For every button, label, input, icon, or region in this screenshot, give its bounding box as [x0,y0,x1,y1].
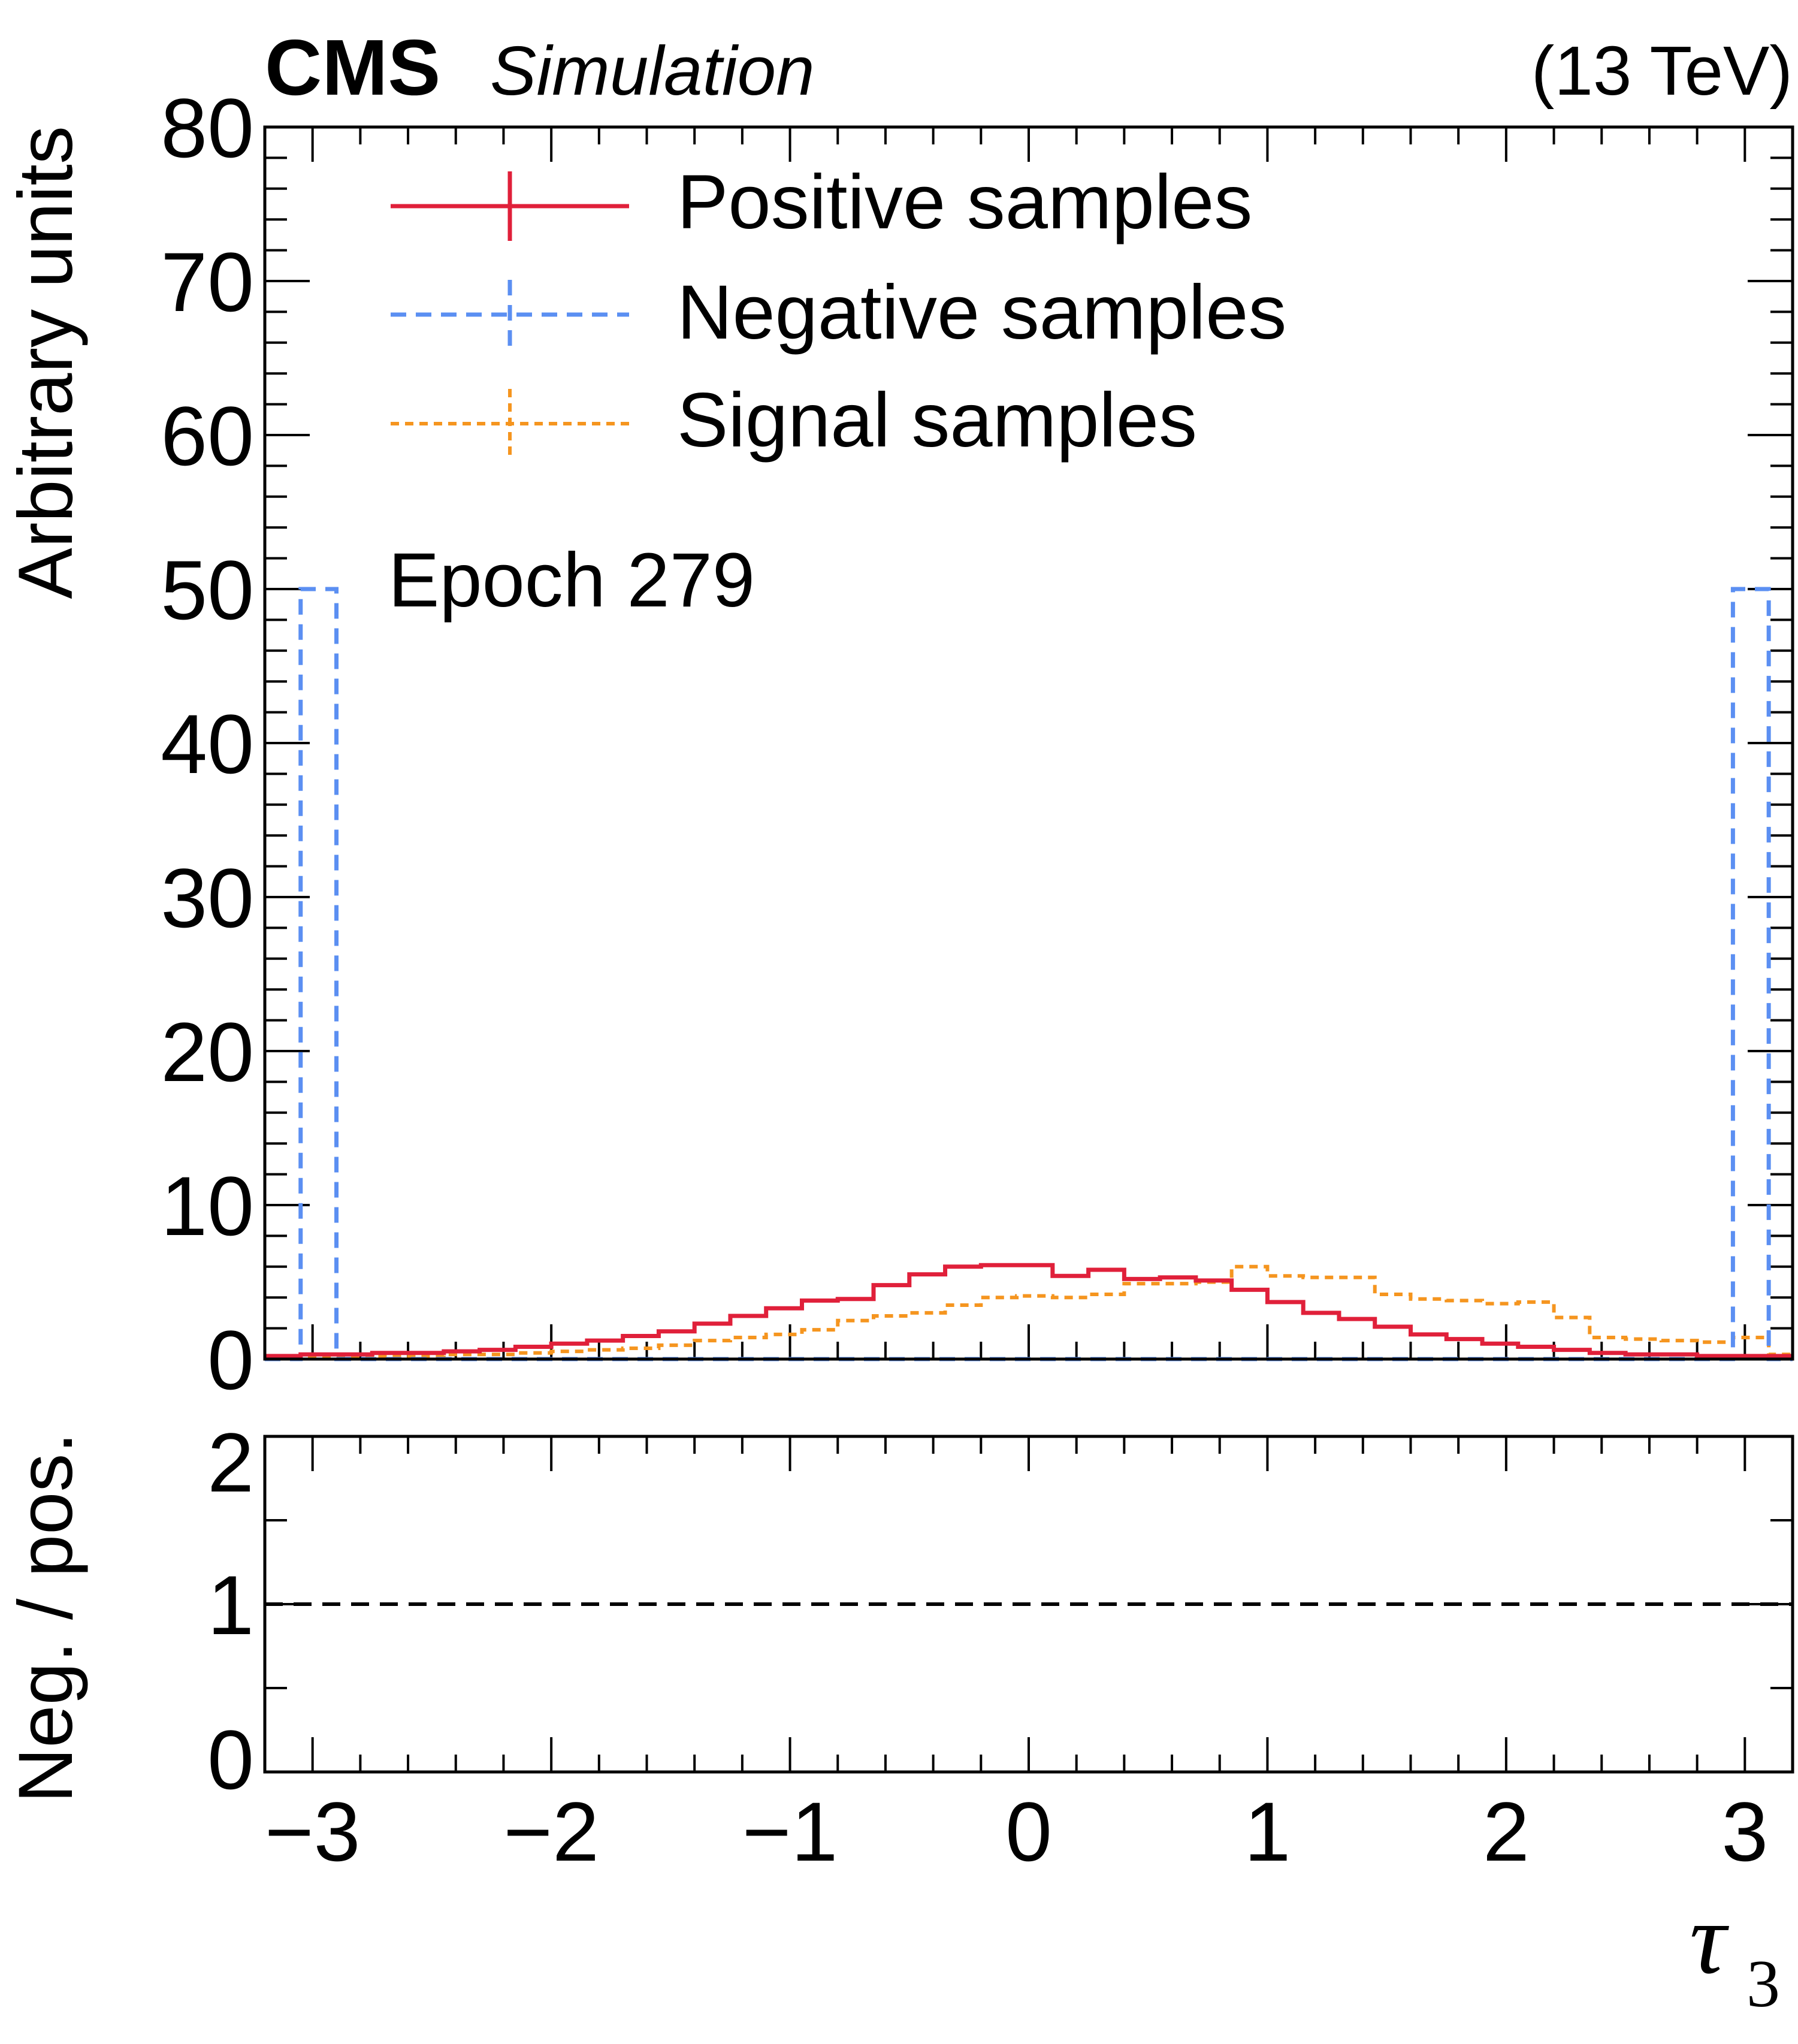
main-ytick-label: 40 [161,697,254,791]
cms-label: CMS [265,23,440,111]
xtick-label: 1 [1244,1785,1291,1879]
ratio-y-tick-labels: 0 1 2 [207,1415,254,1807]
xtick-label: 2 [1483,1785,1530,1879]
main-ytick-label: 30 [161,851,254,945]
legend-label-signal: Signal samples [677,378,1197,463]
series-line-negative [265,587,1793,1361]
main-plot-panel: 0 10 20 30 40 50 60 70 80 [161,81,1794,1407]
ratio-plot-panel: 0 1 2 [207,1415,1794,1807]
legend-entry-negative: Negative samples [391,270,1286,355]
x-tick-labels: −3 −2 −1 0 1 2 3 [265,1785,1768,1879]
xtick-label: −2 [503,1785,599,1879]
ratio-ytick-label: 0 [207,1713,254,1807]
main-y-tick-labels: 0 10 20 30 40 50 60 70 80 [161,81,254,1407]
x-axis-title-subscript: 3 [1746,1947,1780,2021]
main-ytick-label: 60 [161,389,254,483]
ratio-ytick-label: 2 [207,1415,254,1509]
simulation-label: Simulation [490,32,815,110]
legend-entry-positive: Positive samples [391,159,1252,245]
legend-label-positive: Positive samples [677,159,1252,245]
main-ytick-label: 10 [161,1159,254,1253]
legend: Positive samples Negative samples Signal… [391,159,1286,463]
xtick-label: 3 [1721,1785,1768,1879]
ratio-ytick-label: 1 [207,1558,254,1652]
xtick-label: −3 [265,1785,361,1879]
main-ytick-label: 20 [161,1005,254,1099]
main-ytick-label: 0 [207,1313,254,1407]
legend-entry-signal: Signal samples [391,378,1197,463]
epoch-annotation: Epoch 279 [388,538,755,623]
xtick-label: 0 [1005,1785,1052,1879]
main-ytick-label: 80 [161,81,254,175]
xtick-label: −1 [742,1785,838,1879]
energy-label: (13 TeV) [1531,32,1793,110]
main-y-axis-title: Arbitrary units [3,126,89,599]
series-line-positive [265,1263,1793,1358]
main-series-lines [265,587,1793,1361]
ratio-plot-frame [263,1435,1794,1774]
series-line-signal [265,1264,1793,1360]
x-axis-title: τ [1690,1882,1729,1995]
legend-label-negative: Negative samples [677,270,1286,355]
main-plot-frame [263,125,1794,1361]
ratio-y-axis-title: Neg. / pos. [3,1432,89,1803]
main-ytick-label: 70 [161,235,254,329]
main-ytick-label: 50 [161,543,254,637]
